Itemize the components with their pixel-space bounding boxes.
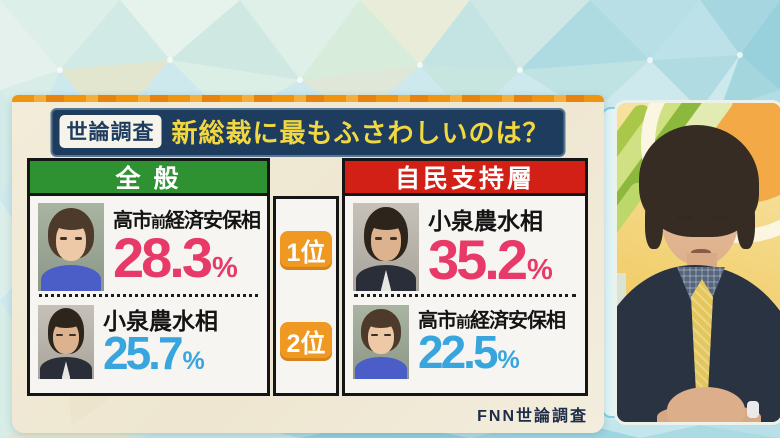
poll-entry-ldp-1st: 小泉農水相 35.2% <box>351 201 579 293</box>
koizumi-photo <box>38 305 94 379</box>
percent-value: 25.7% <box>103 327 218 380</box>
presenter-video <box>614 100 780 425</box>
percent-number: 22.5 <box>418 325 499 378</box>
candidate-name: 高市前経済安保相 <box>418 309 566 333</box>
percent-unit: % <box>182 347 205 376</box>
name-main: 小泉農水相 <box>103 307 218 334</box>
column-ldp-body: 小泉農水相 35.2% 高市前経済安保相 <box>342 196 588 396</box>
avatar-fringe <box>367 317 395 328</box>
avatar-eye <box>56 333 63 337</box>
entry-text: 高市前経済安保相 28.3% <box>113 209 261 289</box>
dotted-divider <box>39 294 258 297</box>
avatar-eye <box>389 237 398 241</box>
entry-text: 高市前経済安保相 22.5% <box>418 309 566 378</box>
candidate-name: 小泉農水相 <box>428 208 553 234</box>
avatar-eye <box>69 333 76 337</box>
poll-entry-general-1st: 高市前経済安保相 28.3% <box>36 201 261 293</box>
presenter-hair-side <box>645 195 663 249</box>
avatar-fringe <box>52 317 80 328</box>
percent-value: 35.2% <box>428 227 553 291</box>
avatar-eye <box>371 333 378 337</box>
presenter-eye <box>713 215 729 220</box>
avatar-eye <box>384 333 391 337</box>
presenter-hands <box>667 387 745 422</box>
avatar-eye <box>74 237 83 241</box>
avatar-eye <box>374 237 383 241</box>
avatar-eye <box>59 237 68 241</box>
takaichi-photo <box>38 203 104 291</box>
avatar-shirt <box>61 361 71 379</box>
column-ldp-supporters: 自民支持層 小泉農水相 35.2% <box>342 158 588 396</box>
poll-credit: FNN世論調査 <box>477 408 588 425</box>
poll-type-badge: 世論調査 <box>59 115 162 148</box>
percent-number: 25.7 <box>103 327 184 380</box>
takaichi-photo <box>353 305 409 379</box>
candidate-name: 高市前経済安保相 <box>113 209 261 233</box>
percent-number: 35.2 <box>428 227 528 291</box>
avatar-jacket <box>40 264 102 291</box>
koizumi-photo <box>353 203 419 291</box>
name-rest: 経済安保相 <box>165 209 261 232</box>
poll-entry-ldp-2nd: 高市前経済安保相 22.5% <box>351 298 579 386</box>
column-ldp-header: 自民支持層 <box>342 158 588 196</box>
rank-strip: 1位 2位 <box>273 196 339 396</box>
dotted-divider <box>354 294 576 297</box>
column-general-header: 全 般 <box>27 158 270 196</box>
name-prefix-small: 前 <box>456 313 471 331</box>
presenter-watch <box>747 401 759 418</box>
column-general: 全 般 高市前経済安保相 28.3% <box>27 158 270 396</box>
percent-value: 28.3% <box>113 225 260 289</box>
percent-unit: % <box>212 251 238 284</box>
percent-unit: % <box>497 345 520 374</box>
name-prefix-small: 前 <box>151 213 166 231</box>
entry-text: 小泉農水相 35.2% <box>428 208 553 291</box>
column-general-body: 高市前経済安保相 28.3% <box>27 196 270 396</box>
avatar-fringe <box>369 217 403 231</box>
panel-top-stripe <box>12 95 604 102</box>
candidate-name: 小泉農水相 <box>103 308 218 334</box>
avatar-shirt <box>380 269 392 291</box>
name-main: 小泉農水相 <box>428 208 543 235</box>
avatar-fringe <box>54 217 88 231</box>
presenter-hair-side <box>737 195 755 249</box>
rank-2-badge: 2位 <box>280 322 332 361</box>
percent-value: 22.5% <box>418 325 565 378</box>
name-main: 高市 <box>113 209 152 232</box>
rank-1-badge: 1位 <box>280 231 332 270</box>
percent-number: 28.3 <box>113 225 213 289</box>
avatar-jacket <box>355 356 407 379</box>
presenter-tie <box>691 279 713 407</box>
entry-text: 小泉農水相 25.7% <box>103 308 218 376</box>
percent-unit: % <box>527 253 553 286</box>
page-title: 新総裁に最もふさわしいのは？ <box>171 118 550 148</box>
title-bar: 世論調査 新総裁に最もふさわしいのは？ <box>50 108 566 157</box>
presenter-eye <box>677 215 693 220</box>
poll-entry-general-2nd: 小泉農水相 25.7% <box>36 298 261 386</box>
poll-panel: 世論調査 新総裁に最もふさわしいのは？ 全 般 高市前経済安保相 <box>12 95 604 433</box>
name-main: 高市 <box>418 309 457 332</box>
name-rest: 経済安保相 <box>470 309 566 332</box>
